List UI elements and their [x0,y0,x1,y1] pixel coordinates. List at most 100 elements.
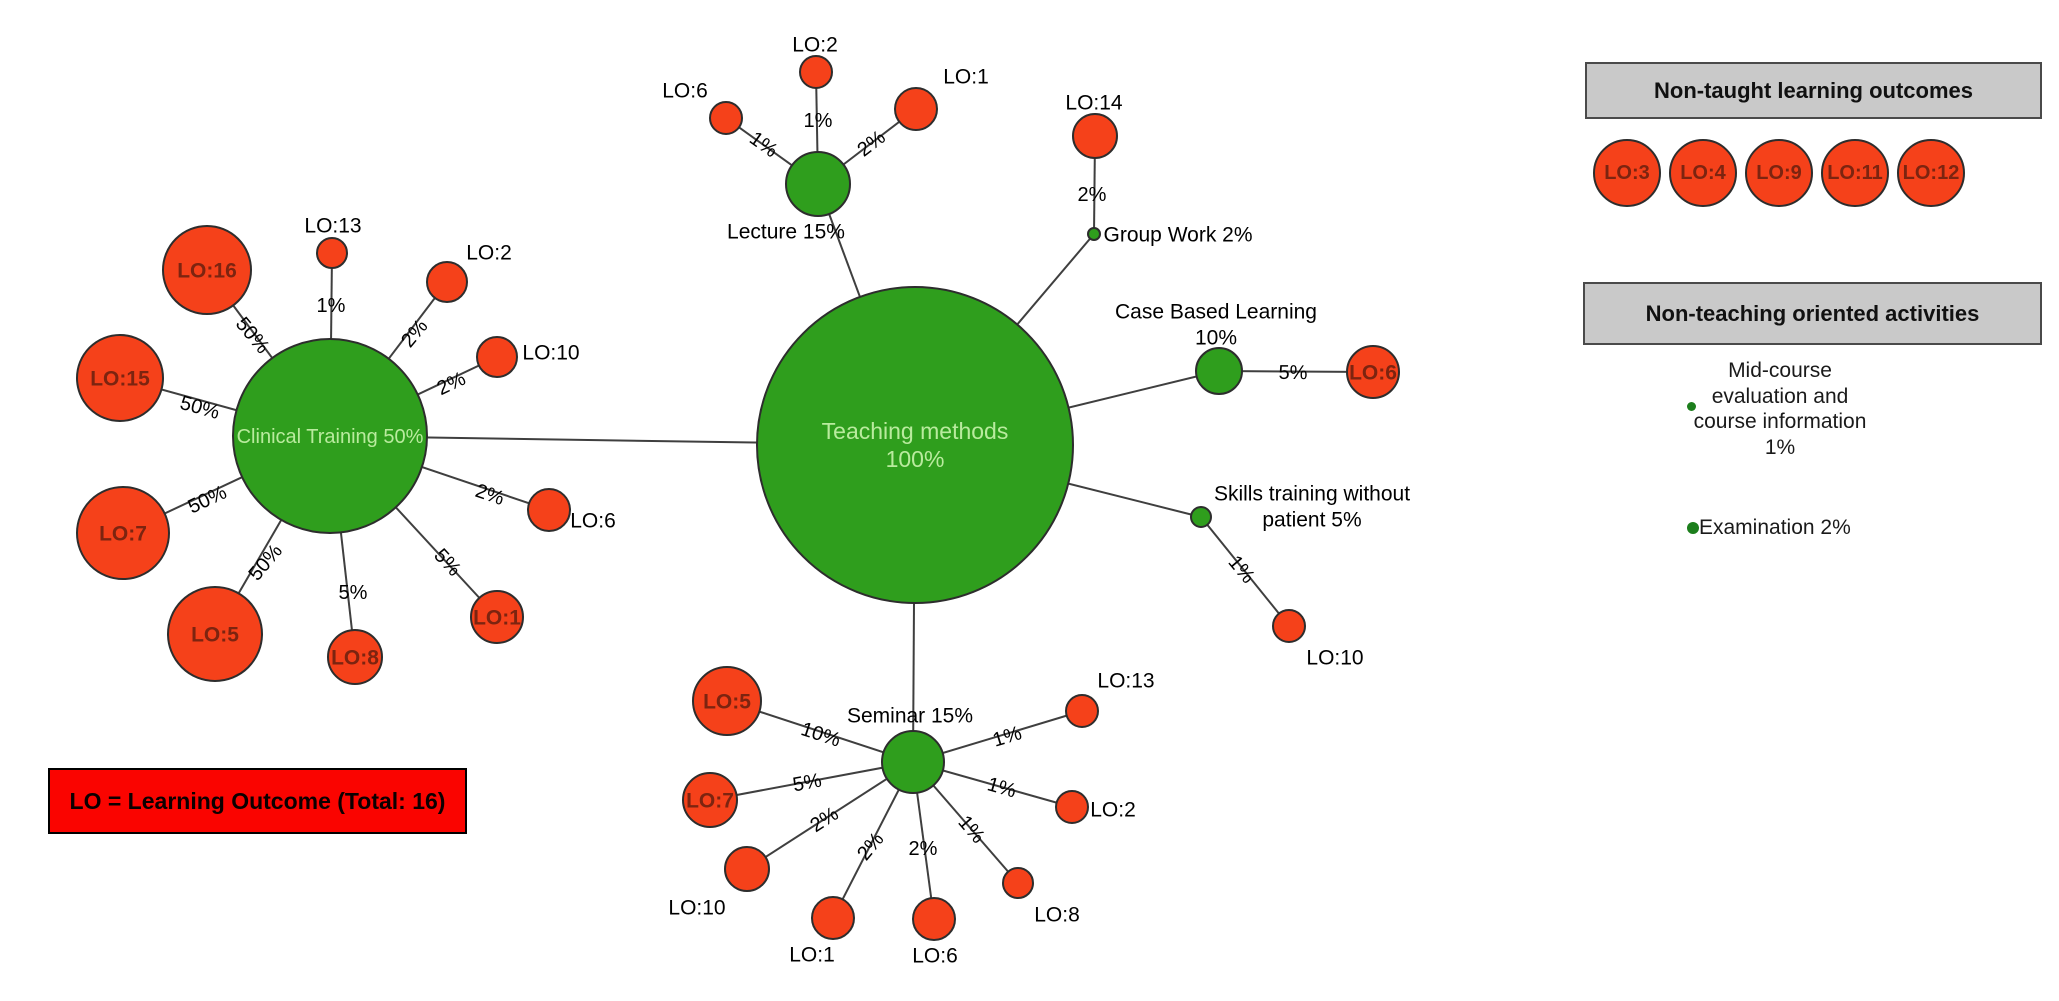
examination-label: Examination 2% [1699,516,1851,540]
legend-entry-line: Examination 2% [1699,516,1851,539]
edge-seminar-m7 [709,761,914,801]
node-label-m13: LO:13 [1097,669,1154,692]
lo-node-c10 [476,336,518,378]
method-node-cbl [1195,347,1243,395]
lo-node-g14 [1072,113,1118,159]
node-label-c5: LO:5 [191,623,239,646]
node-label-c1: LO:1 [473,606,521,629]
lo-node-m2 [1055,790,1089,824]
lo-node-m10 [724,846,770,892]
lo-node-s10 [1272,609,1306,643]
node-label-lecture: Lecture 15% [727,220,845,243]
method-node-teaching [756,286,1074,604]
edge-label-seminar-m10: 2% [806,803,842,837]
midcourse-label: Mid-course evaluation and course informati… [1650,358,1910,460]
legend-entry-examination: Examination 2% [1687,516,1851,540]
lo-node-c1 [470,590,524,644]
edge-label-seminar-m6: 2% [909,838,938,860]
non-taught-lo-lo-4: LO:4 [1669,139,1737,207]
edge-skills-s10 [1200,516,1290,627]
lo-node-c7 [76,486,170,580]
edge-label-lecture-l6: 1% [745,127,781,162]
node-label-s10: LO:10 [1306,646,1363,669]
lo-node-c5 [167,586,263,682]
lo-node-c8 [327,629,383,685]
edge-label-seminar-m13: 1% [990,722,1024,751]
node-label-c7: LO:7 [99,522,147,545]
node-label-c15: LO:15 [90,367,150,390]
node-label-c13: LO:13 [304,214,361,237]
edge-label-seminar-m2: 1% [985,773,1019,802]
legend-non-teaching-box: Non-teaching oriented activities [1583,282,2042,345]
lo-node-c2 [426,261,468,303]
node-label-m10: LO:10 [668,896,725,919]
node-label-c6: LO:6 [570,509,616,532]
node-label-c8: LO:8 [331,646,379,669]
node-label-skills: Skills training without patient 5% [1214,482,1410,531]
edge-label-seminar-m1: 2% [853,828,889,864]
node-label-m6: LO:6 [912,944,958,967]
green-dot-icon [1687,522,1699,534]
edge-label-seminar-m5: 10% [798,718,843,751]
edge-label-clinical-c5: 50% [244,540,287,585]
node-label-g14: LO:14 [1065,91,1123,114]
lo-node-b6 [1346,345,1400,399]
method-node-clinical [232,338,428,534]
legend-non-taught-title: Non-taught learning outcomes [1654,77,1973,103]
green-dot-icon [1687,402,1696,411]
lo-note-box: LO = Learning Outcome (Total: 16) [48,768,467,834]
non-taught-lo-lo-12: LO:12 [1897,139,1965,207]
lo-node-c15 [76,334,164,422]
method-node-skills [1190,506,1212,528]
lo-node-l1 [894,87,938,131]
edge-label-clinical-c2: 2% [397,315,433,351]
lo-node-m7 [682,772,738,828]
edge-seminar-m10 [746,761,914,870]
edge-label-lecture-l1: 2% [853,126,889,161]
lo-node-l6 [709,101,743,135]
method-node-lecture [785,151,851,217]
edge-label-lecture-l2: 1% [804,110,833,132]
non-taught-lo-list: LO:3 LO:4 LO:9 LO:11 LO:12 [1593,139,1965,207]
lo-node-m8 [1002,867,1034,899]
edge-label-seminar-m7: 5% [791,769,824,796]
node-label-l6: LO:6 [662,79,708,102]
node-label-c10: LO:10 [522,341,579,364]
legend-non-teaching-title: Non-teaching oriented activities [1645,300,1980,326]
non-taught-lo-lo-9: LO:9 [1745,139,1813,207]
lo-node-m6 [912,897,956,941]
edge-label-clinical-c13: 1% [317,295,346,317]
node-label-teaching: Teaching methods 100% [822,418,1009,472]
lo-node-m5 [692,666,762,736]
legend-entry-line: Mid-course [1728,359,1832,382]
edge-label-groupwork-g14: 2% [1078,184,1107,206]
lo-node-m1 [811,896,855,940]
node-label-m5: LO:5 [703,690,751,713]
method-node-groupwork [1087,227,1101,241]
edge-label-cbl-b6: 5% [1278,362,1307,384]
lo-node-l2 [799,55,833,89]
node-label-m7: LO:7 [686,789,734,812]
legend-non-taught-box: Non-taught learning outcomes [1585,62,2042,119]
legend-entry-line: 1% [1764,435,1796,459]
node-label-l2: LO:2 [792,33,838,56]
non-taught-lo-lo-11: LO:11 [1821,139,1889,207]
node-label-m1: LO:1 [789,943,835,966]
non-taught-lo-lo-3: LO:3 [1593,139,1661,207]
node-label-l1: LO:1 [943,65,989,88]
node-label-seminar: Seminar 15% [847,704,973,727]
node-label-m8: LO:8 [1034,903,1080,926]
lo-note-text: LO = Learning Outcome (Total: 16) [69,787,446,814]
method-node-seminar [881,730,945,794]
edge-label-clinical-c8: 5% [339,582,368,604]
legend-entry-midcourse: Mid-course evaluation and course informati… [1650,358,1910,460]
legend-entry-line: evaluation and [1711,384,1849,408]
lo-node-m13 [1065,694,1099,728]
node-label-groupwork: Group Work 2% [1104,223,1253,246]
node-label-c16: LO:16 [177,259,237,282]
edge-label-clinical-c6: 2% [472,480,507,510]
node-label-cbl: Case Based Learning 10% [1115,300,1317,349]
legend-entry-line: course information [1693,410,1867,433]
